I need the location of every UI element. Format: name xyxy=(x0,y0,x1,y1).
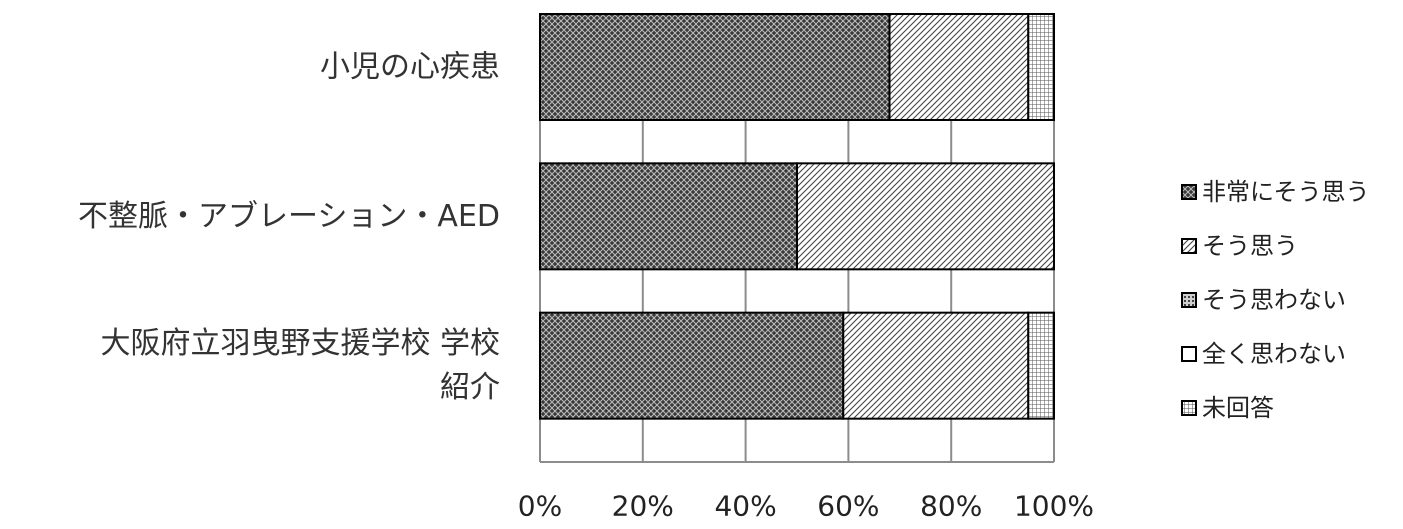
legend-swatch xyxy=(1181,238,1197,254)
bar-segment xyxy=(1027,311,1056,420)
x-tick-label: 60% xyxy=(817,490,879,523)
category-label: 不整脈・アブレーション・AED xyxy=(78,199,500,234)
legend-swatch xyxy=(1181,292,1197,308)
bar-segment xyxy=(539,162,798,271)
bar-segment xyxy=(1027,13,1056,121)
x-tick-label: 100% xyxy=(1014,490,1094,523)
legend-label: そう思わない xyxy=(1202,286,1346,314)
bar-segment xyxy=(796,162,1055,271)
legend-label: そう思う xyxy=(1202,232,1298,260)
category-label: 紹介 xyxy=(440,370,500,405)
bar-segment xyxy=(888,13,1030,121)
legend-label: 未回答 xyxy=(1202,394,1274,422)
legend-swatch xyxy=(1181,346,1197,362)
x-tick-label: 80% xyxy=(920,490,982,523)
x-tick-label: 0% xyxy=(518,490,562,523)
category-label: 大阪府立羽曳野支援学校 学校 xyxy=(100,326,500,361)
legend-label: 全く思わない xyxy=(1202,340,1346,368)
legend-label: 非常にそう思う xyxy=(1202,178,1370,206)
bar-segment xyxy=(539,311,845,420)
tick-labels: 0% 20% 40% 60% 80% 100% xyxy=(518,490,1094,523)
bar-segment xyxy=(539,13,891,121)
x-tick-label: 20% xyxy=(612,490,674,523)
bars xyxy=(539,13,1056,420)
category-label: 小児の心疾患 xyxy=(320,50,500,85)
legend-swatch xyxy=(1181,184,1197,200)
legend-swatch xyxy=(1181,400,1197,416)
x-tick-label: 40% xyxy=(714,490,776,523)
bar-segment xyxy=(842,311,1030,420)
